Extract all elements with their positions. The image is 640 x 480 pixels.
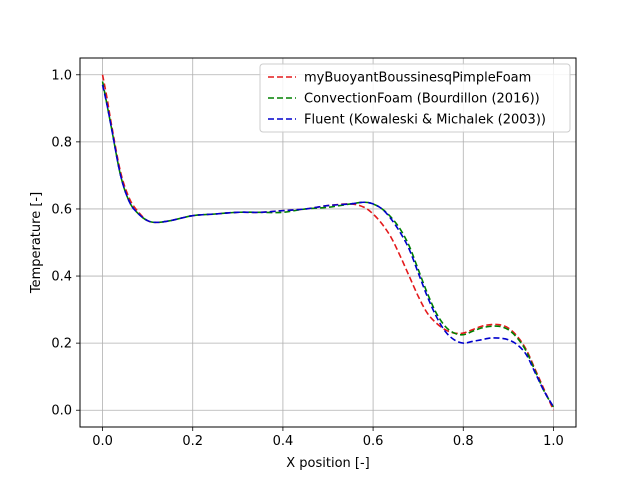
- series-layer: [101, 74, 555, 411]
- ticks: 0.0 0.2 0.4 0.6 0.8 1.0 0.0 0.2 0.4 0.6 0.8 1.0: [51, 68, 563, 449]
- y-tick-label: 0.8: [51, 135, 72, 150]
- y-tick-label: 0.6: [51, 202, 72, 217]
- y-tick-label: 0.0: [51, 404, 72, 419]
- x-tick-label: 0.8: [453, 434, 474, 449]
- x-tick-label: 0.0: [92, 434, 113, 449]
- y-tick-label: 0.2: [51, 337, 72, 352]
- x-tick-label: 1.0: [543, 434, 564, 449]
- legend-label-3: Fluent (Kowaleski & Michalek (2003)): [304, 113, 546, 128]
- y-tick-label: 0.4: [51, 270, 72, 285]
- x-tick-label: 0.4: [273, 434, 294, 449]
- x-tick-label: 0.6: [363, 434, 384, 449]
- y-tick-label: 1.0: [51, 68, 72, 83]
- legend-box: [259, 63, 571, 133]
- y-axis-label: Temperature [-]: [29, 192, 44, 294]
- series-line-3: [101, 84, 555, 408]
- series-line-2: [101, 81, 555, 408]
- legend-label-1: myBuoyantBoussinesqPimpleFoam: [304, 71, 531, 86]
- x-axis-label: X position [-]: [286, 456, 370, 471]
- plot-frame: [79, 57, 577, 428]
- legend: myBuoyantBoussinesqPimpleFoam ConvectionF…: [259, 63, 571, 133]
- x-tick-label: 0.2: [182, 434, 203, 449]
- legend-label-2: ConvectionFoam (Bourdillon (2016)): [304, 92, 540, 107]
